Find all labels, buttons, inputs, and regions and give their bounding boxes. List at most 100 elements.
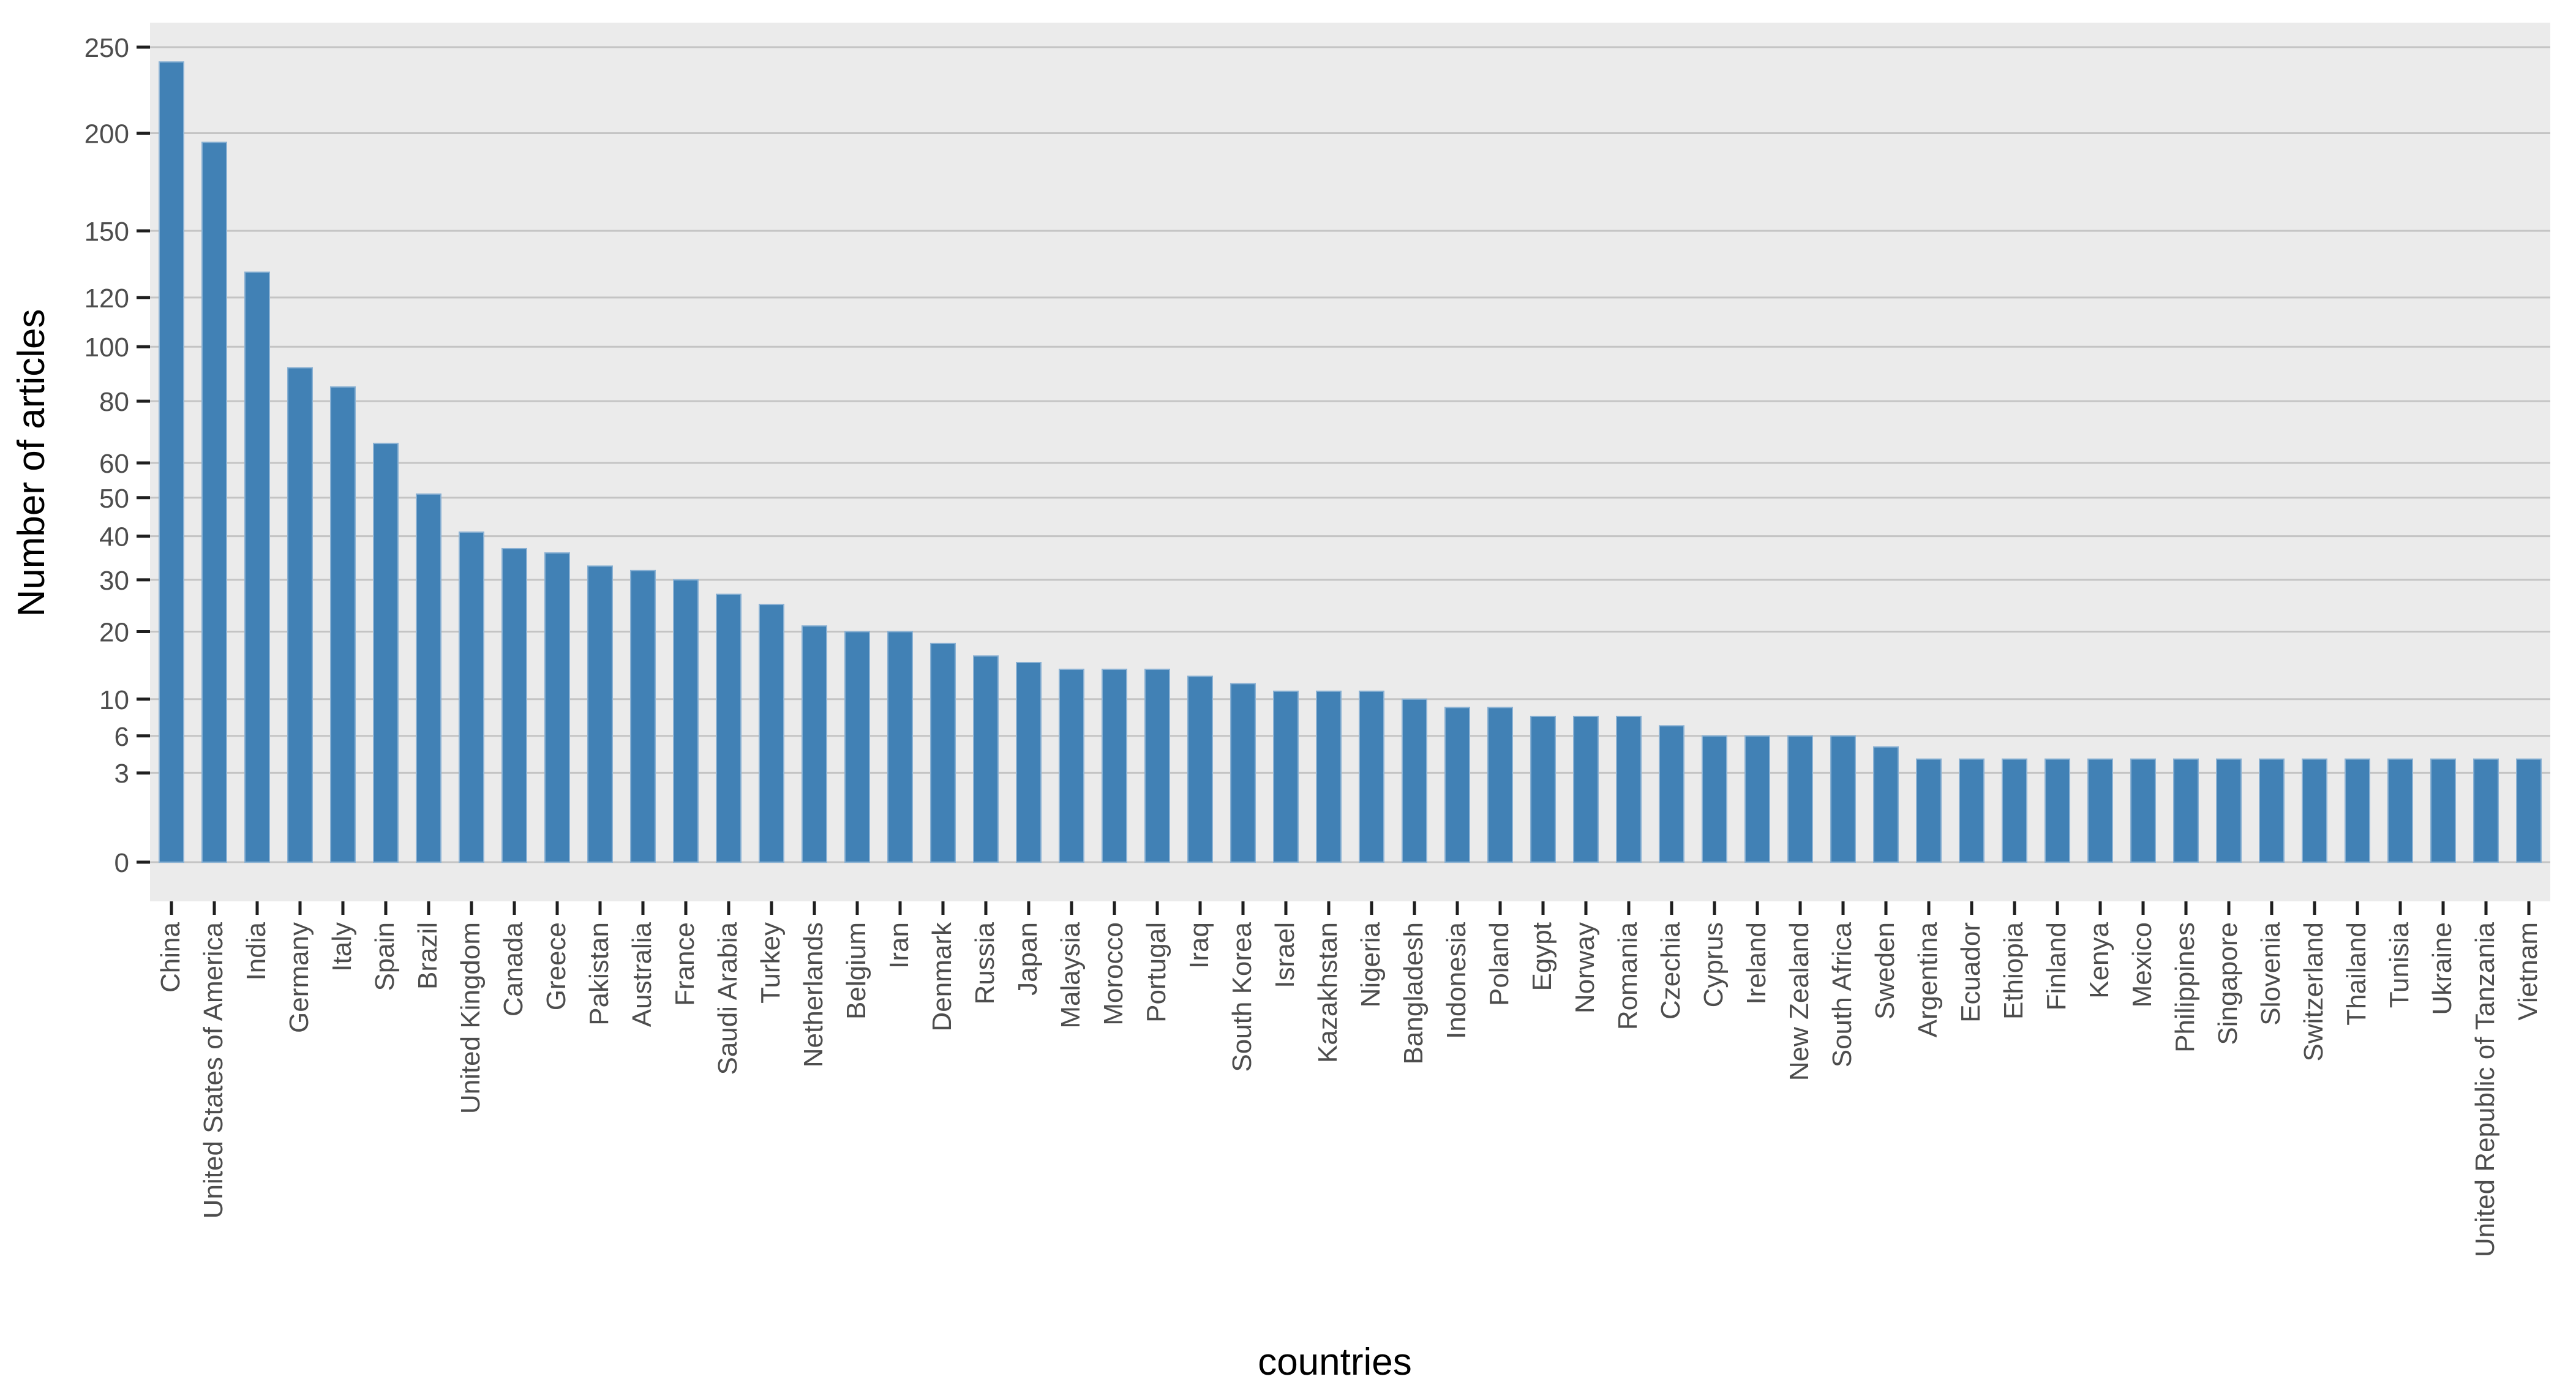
bar <box>1316 690 1342 863</box>
y-tick-label: 20 <box>99 618 129 648</box>
x-tick-label: Philippines <box>2170 922 2200 1053</box>
x-tick-label: India <box>241 922 271 980</box>
bar <box>1144 669 1170 863</box>
x-tick-label: Ireland <box>1741 922 1771 1005</box>
bar <box>2516 758 2542 863</box>
x-tick-label: Indonesia <box>1441 922 1471 1039</box>
bar <box>844 631 870 863</box>
x-tick-label: Cyprus <box>1699 922 1729 1007</box>
x-ticks-layer: China United States of America India German… <box>156 901 2543 1257</box>
x-tick-label: Spain <box>370 922 400 991</box>
x-tick-label: Kenya <box>2084 922 2114 998</box>
bar <box>2430 758 2456 863</box>
bar <box>2345 758 2370 863</box>
x-tick-label: Vietnam <box>2513 922 2543 1021</box>
bar <box>287 367 313 863</box>
bar <box>1487 707 1513 863</box>
x-tick-label: Mexico <box>2127 922 2157 1007</box>
bar <box>1873 746 1899 863</box>
x-tick-label: Singapore <box>2213 922 2243 1045</box>
y-tick-label: 150 <box>84 217 129 247</box>
x-tick-label: France <box>670 922 700 1006</box>
x-tick-label: Slovenia <box>2256 922 2286 1025</box>
x-tick-label: Poland <box>1484 922 1514 1006</box>
x-tick-label: Kazakhstan <box>1313 922 1343 1063</box>
bar <box>1830 735 1856 863</box>
bar <box>2473 758 2499 863</box>
bar <box>330 386 356 863</box>
bar <box>1916 758 1942 863</box>
y-tick-label: 40 <box>99 522 129 552</box>
bar <box>802 625 827 863</box>
x-tick-label: Nigeria <box>1356 922 1386 1007</box>
x-tick-label: Netherlands <box>798 922 828 1067</box>
bar <box>2130 758 2156 863</box>
bar <box>587 565 613 863</box>
bar <box>2045 758 2070 863</box>
bar <box>1616 715 1642 863</box>
x-tick-label: Israel <box>1270 922 1300 988</box>
x-tick-label: Japan <box>1013 922 1043 996</box>
y-tick-label: 80 <box>99 387 129 417</box>
bar <box>544 552 570 863</box>
x-tick-label: Iraq <box>1184 922 1214 969</box>
bar <box>159 61 184 863</box>
y-tick-label: 60 <box>99 449 129 479</box>
y-tick-label: 0 <box>115 848 129 878</box>
bar <box>459 531 484 863</box>
x-tick-label: Sweden <box>1870 922 1900 1020</box>
bar <box>1359 690 1384 863</box>
y-tick-label: 250 <box>84 33 129 63</box>
bar <box>244 271 270 863</box>
bar <box>501 547 527 863</box>
x-tick-label: Russia <box>970 922 1000 1004</box>
bar <box>2216 758 2242 863</box>
y-tick-label: 6 <box>115 722 129 752</box>
x-tick-label: United Kingdom <box>456 922 486 1114</box>
x-tick-label: Czechia <box>1656 922 1686 1019</box>
x-tick-label: New Zealand <box>1784 922 1814 1081</box>
bars-layer <box>159 61 2542 863</box>
x-tick-label: Portugal <box>1141 922 1171 1023</box>
bar <box>416 493 441 863</box>
x-tick-label: Germany <box>284 922 314 1033</box>
bar <box>1187 675 1213 863</box>
y-tick-label: 100 <box>84 332 129 363</box>
x-axis-title: countries <box>1258 1341 1412 1383</box>
bar <box>1402 698 1427 863</box>
x-tick-label: Thailand <box>2341 922 2371 1026</box>
x-tick-label: Denmark <box>927 922 957 1031</box>
x-tick-label: Australia <box>627 922 657 1027</box>
x-tick-label: Belgium <box>841 922 871 1020</box>
y-axis-title: Number of articles <box>10 309 53 617</box>
bar <box>716 593 742 863</box>
bar <box>887 631 913 863</box>
x-tick-label: Argentina <box>1913 922 1943 1037</box>
x-tick-label: Iran <box>884 922 914 969</box>
y-tick-label: 3 <box>115 759 129 789</box>
x-tick-label: Switzerland <box>2299 922 2329 1061</box>
bar <box>2002 758 2027 863</box>
bar <box>201 141 227 863</box>
x-tick-label: Turkey <box>756 922 786 1004</box>
x-tick-label: Egypt <box>1527 922 1557 991</box>
bar <box>2302 758 2327 863</box>
x-tick-label: China <box>156 922 186 992</box>
bar <box>1102 669 1127 863</box>
bar <box>373 443 399 863</box>
bar <box>630 569 656 863</box>
x-tick-label: Canada <box>498 922 528 1016</box>
x-tick-label: Pakistan <box>584 922 614 1026</box>
bar <box>1959 758 1985 863</box>
x-tick-label: Bangladesh <box>1399 922 1429 1064</box>
bar <box>2087 758 2113 863</box>
x-tick-label: Norway <box>1570 922 1600 1013</box>
x-tick-label: Greece <box>541 922 571 1010</box>
x-tick-label: United States of America <box>198 922 228 1219</box>
y-tick-label: 200 <box>84 119 129 149</box>
bar <box>2387 758 2413 863</box>
x-tick-label: Ukraine <box>2427 922 2457 1015</box>
bar <box>973 655 999 863</box>
x-tick-label: Brazil <box>413 922 443 990</box>
